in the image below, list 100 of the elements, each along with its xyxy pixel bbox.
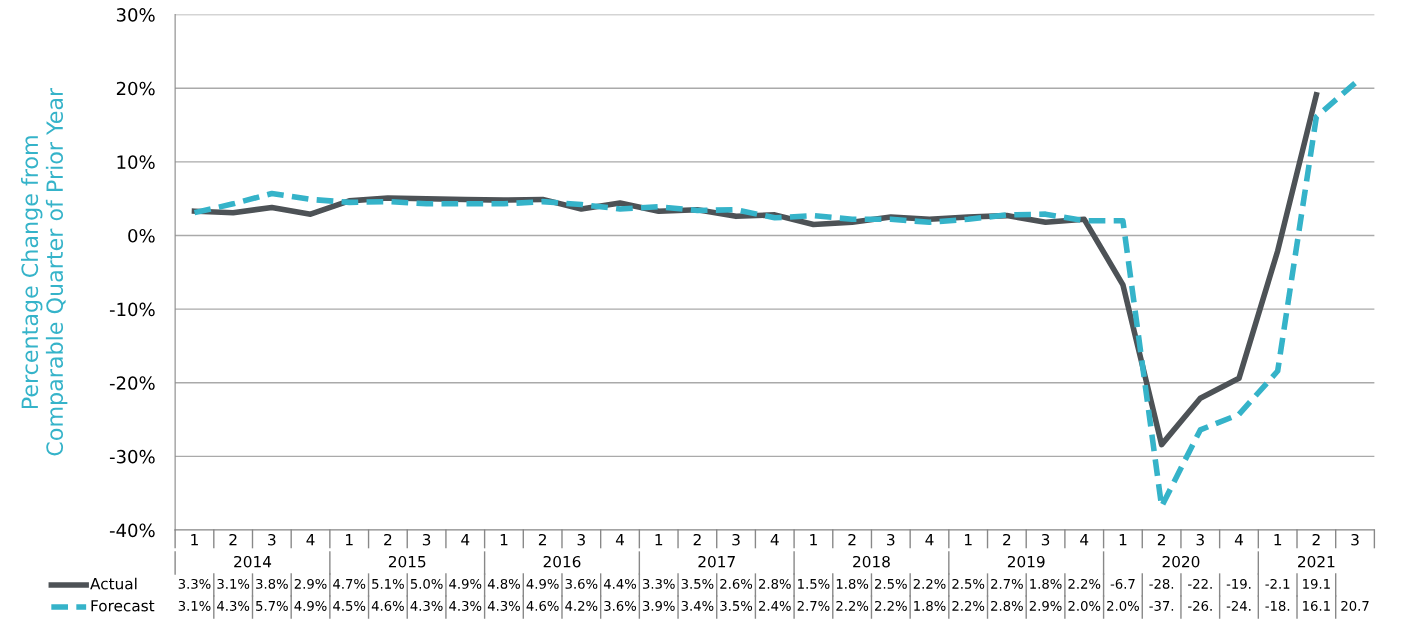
data-label: 2.0%	[1068, 600, 1101, 611]
x-tick-label: 4	[925, 534, 934, 546]
text: 2020	[1162, 555, 1200, 568]
data-label: -19.	[1226, 578, 1251, 589]
data-label: 2.2%	[836, 600, 869, 611]
y-tick-label: 20%	[116, 81, 155, 96]
x-tick-label: 1	[500, 534, 508, 546]
data-label: -37.	[1149, 600, 1174, 611]
data-label: 2.8%	[758, 578, 791, 589]
data-label: 2.9%	[1029, 600, 1062, 611]
y-tick-label: -40%	[109, 523, 155, 538]
x-tick-label: 3	[577, 533, 585, 546]
x-tick-label: 1	[346, 534, 353, 546]
data-label: -18.	[1265, 600, 1290, 611]
x-tick-label: 2	[1157, 533, 1165, 546]
data-label: 1.8%	[914, 600, 946, 611]
text: 2015	[388, 555, 426, 568]
data-label: 4.3%	[487, 600, 520, 611]
data-label: 2.2%	[952, 600, 985, 611]
text: 2019	[1007, 555, 1045, 568]
data-label: 3.5%	[720, 600, 753, 611]
y-tick-label: -30%	[109, 449, 155, 464]
data-label: 3.3%	[178, 578, 211, 589]
x-tick-label: 4	[461, 534, 470, 546]
x-tick-label: 4	[770, 534, 779, 546]
y-axis-title: Percentage Change from Comparable Quarter of Prior Year	[20, 87, 68, 456]
data-label: 4.7%	[333, 578, 366, 589]
x-tick-label: 1	[810, 534, 817, 546]
data-label: 3.3%	[642, 578, 675, 589]
legend-label: Forecast	[91, 600, 155, 612]
data-label: -24.	[1226, 600, 1251, 611]
data-label: 1.8%	[1030, 578, 1062, 589]
data-label: -22.	[1188, 578, 1212, 589]
y-tick-label: -10%	[109, 302, 155, 317]
data-label: 3.9%	[642, 600, 675, 611]
x-tick-label: 1	[191, 534, 198, 546]
data-label: 1.8%	[836, 578, 869, 589]
data-label: 4.3%	[410, 600, 443, 611]
data-label: -26.	[1188, 600, 1212, 611]
data-label: 4.9%	[294, 600, 327, 611]
data-label: -2.1	[1265, 578, 1290, 589]
data-label: 4.3%	[449, 600, 482, 611]
x-tick-label: 2	[693, 533, 701, 546]
data-label: -6.7	[1110, 578, 1135, 589]
x-tick-label: 2	[538, 533, 546, 546]
y-tick-label: -20%	[109, 376, 155, 390]
text: 2021	[1298, 555, 1335, 568]
x-tick-label: 2	[229, 533, 237, 546]
x-tick-label: 3	[887, 533, 895, 546]
data-label: 3.1%	[217, 578, 250, 589]
y-tick-label: 10%	[117, 155, 155, 169]
data-label: 4.4%	[603, 578, 637, 589]
data-label: 19.1	[1303, 578, 1330, 589]
x-tick-label: 3	[732, 533, 740, 546]
x-tick-label: 3	[268, 533, 276, 546]
x-tick-label: 1	[655, 534, 663, 546]
data-label: 20.7	[1341, 600, 1369, 611]
x-tick-label: 2	[848, 533, 856, 546]
text: 2016	[543, 555, 581, 568]
data-label: 2.8%	[991, 600, 1023, 611]
data-label: 2.7%	[797, 600, 830, 611]
data-label: 5.0%	[410, 578, 443, 589]
data-label: 2.2%	[875, 600, 907, 611]
data-label: 4.9%	[526, 578, 559, 589]
data-label: 4.6%	[526, 600, 559, 611]
x-tick-label: 2	[384, 533, 392, 546]
data-label: 2.5%	[875, 578, 907, 589]
x-tick-label: 1	[965, 534, 972, 546]
data-label: 2.6%	[720, 578, 753, 589]
x-tick-label: 3	[422, 533, 431, 546]
x-tick-label: 2	[1003, 533, 1011, 546]
data-label: 3.1%	[178, 600, 211, 611]
x-tick-label: 3	[1041, 533, 1050, 546]
x-tick-label: 1	[1274, 534, 1282, 546]
legend-label: Actual	[90, 577, 137, 590]
data-label: 5.1%	[372, 578, 404, 589]
data-label: 3.4%	[681, 600, 714, 611]
text: 2017	[698, 555, 735, 568]
x-tick-label: 4	[1234, 534, 1243, 546]
data-label: 1.5%	[798, 578, 830, 589]
data-label: 3.8%	[256, 578, 288, 589]
data-label: 2.0%	[1107, 600, 1139, 611]
data-label: 2.2%	[913, 578, 946, 589]
data-label: 16.1	[1303, 600, 1330, 611]
data-label: 2.5%	[952, 578, 985, 589]
data-label: 2.4%	[758, 600, 791, 611]
text: 2014	[234, 555, 272, 568]
data-label: 2.2%	[1068, 578, 1101, 589]
data-label: 4.8%	[487, 578, 520, 589]
text: 2018	[853, 555, 890, 568]
y-tick-label: 30%	[116, 8, 155, 22]
x-tick-label: 4	[615, 534, 625, 546]
x-tick-label: 1	[1119, 534, 1127, 546]
x-tick-label: 4	[306, 534, 315, 546]
data-label: 2.7%	[991, 578, 1023, 589]
x-tick-label: 2	[1312, 533, 1320, 546]
data-label: 5.7%	[256, 600, 288, 611]
data-label: 4.5%	[333, 600, 366, 611]
data-label: 4.9%	[449, 578, 482, 589]
data-label: 4.6%	[371, 600, 404, 611]
